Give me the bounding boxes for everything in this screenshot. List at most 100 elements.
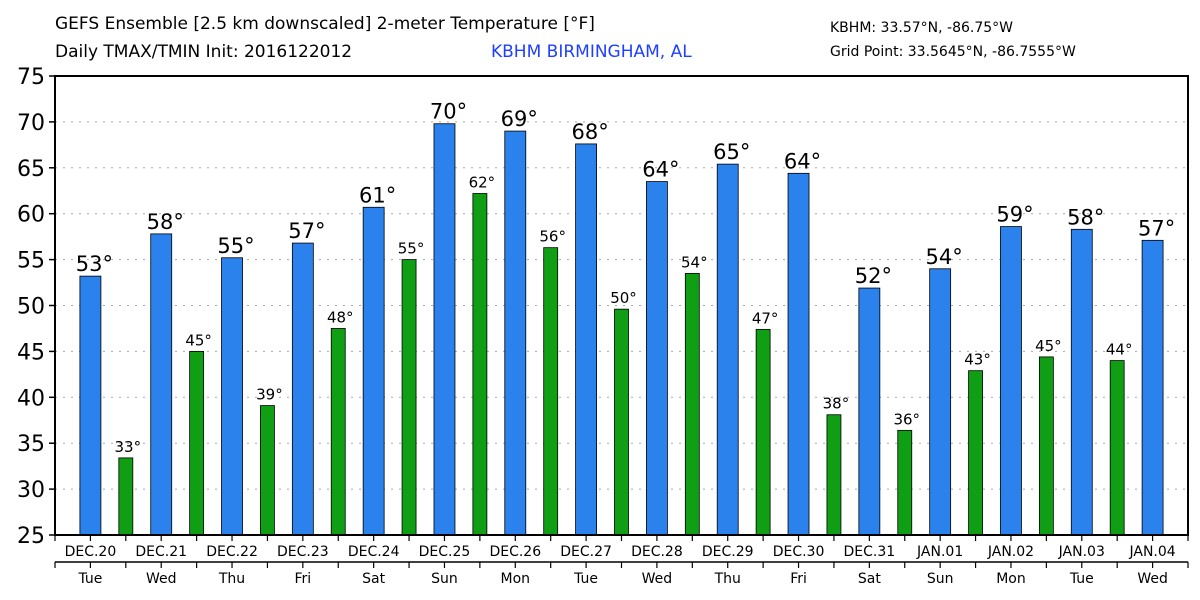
- x-weekday-label: Fri: [790, 571, 807, 587]
- tmax-label: 61°: [359, 183, 396, 207]
- tmax-label: 58°: [1067, 205, 1104, 229]
- tmin-label: 47°: [752, 309, 779, 327]
- tmax-label: 58°: [147, 210, 184, 234]
- tmax-label: 52°: [855, 264, 892, 288]
- tmax-bar: [1000, 226, 1022, 536]
- y-tick-label: 40: [17, 386, 45, 411]
- y-tick-label: 45: [17, 340, 45, 365]
- x-weekday-label: Sat: [362, 571, 385, 587]
- tmin-bar: [260, 405, 275, 536]
- tmin-bar: [1109, 360, 1125, 536]
- tmax-label: 65°: [713, 140, 750, 164]
- tmin-label: 56°: [539, 228, 566, 246]
- tmin-label: 43°: [964, 351, 991, 369]
- tmin-bar: [189, 350, 205, 536]
- tmax-bar: [79, 275, 102, 536]
- x-date-label: DEC.23: [277, 544, 329, 560]
- tmax-label: 64°: [784, 149, 821, 173]
- chart-title: GEFS Ensemble [2.5 km downscaled] 2-mete…: [55, 14, 595, 34]
- chart-subtitle: Daily TMAX/TMIN Init: 2016122012: [55, 42, 353, 62]
- tmin-bar: [826, 414, 842, 536]
- tmin-label: 55°: [398, 240, 425, 258]
- x-weekday-label: Mon: [501, 571, 531, 587]
- y-tick-label: 50: [17, 295, 45, 320]
- grid-point: Grid Point: 33.5645°N, -86.7555°W: [830, 44, 1076, 60]
- tmin-bar: [614, 308, 629, 536]
- y-tick-label: 65: [17, 157, 45, 182]
- tmax-label: 54°: [926, 245, 963, 269]
- x-date-label: JAN.04: [1128, 544, 1175, 560]
- tmin-label: 54°: [681, 253, 708, 271]
- tmax-bar: [787, 172, 810, 536]
- tmax-label: 68°: [571, 120, 608, 144]
- x-weekday-label: Wed: [642, 571, 673, 587]
- x-date-label: DEC.27: [560, 544, 612, 560]
- tmin-bar: [897, 429, 913, 536]
- tmax-label: 70°: [430, 100, 467, 124]
- tmax-bar: [716, 163, 739, 536]
- tmax-label: 69°: [501, 107, 538, 131]
- tmin-bar: [330, 328, 346, 536]
- tmin-label: 62°: [469, 174, 496, 192]
- x-date-label: DEC.29: [702, 544, 754, 560]
- x-date-label: JAN.02: [987, 544, 1034, 560]
- x-weekday-label: Tue: [77, 571, 102, 587]
- tmin-label: 45°: [1035, 337, 1062, 355]
- y-tick-label: 35: [17, 432, 45, 457]
- tmax-label: 64°: [642, 158, 679, 182]
- station-coords: KBHM: 33.57°N, -86.75°W: [830, 20, 1013, 36]
- y-tick-label: 55: [17, 249, 45, 274]
- tmax-bar: [362, 206, 385, 536]
- x-weekday-label: Wed: [146, 571, 177, 587]
- x-date-label: DEC.28: [631, 544, 683, 560]
- x-date-label: DEC.24: [348, 544, 400, 560]
- tmax-label: 55°: [217, 234, 254, 258]
- tmax-label: 59°: [996, 203, 1033, 227]
- tmin-label: 33°: [115, 438, 142, 456]
- tmin-bar: [755, 328, 771, 536]
- x-date-label: DEC.26: [489, 544, 541, 560]
- x-weekday-label: Tue: [1069, 571, 1094, 587]
- tmin-label: 50°: [610, 289, 637, 307]
- x-date-label: DEC.30: [773, 544, 825, 560]
- tmin-bar: [118, 457, 134, 536]
- tmax-label: 57°: [1138, 216, 1175, 240]
- tmax-label: 57°: [288, 219, 325, 243]
- x-weekday-label: Sun: [927, 571, 954, 587]
- tmax-bar: [575, 143, 597, 536]
- tmin-label: 38°: [823, 395, 850, 413]
- tmax-bar: [433, 123, 456, 536]
- tmin-bar: [1038, 356, 1054, 536]
- tmax-label: 53°: [76, 252, 113, 276]
- x-weekday-label: Tue: [573, 571, 598, 587]
- tmax-bar: [646, 181, 668, 536]
- tmin-label: 45°: [185, 331, 212, 349]
- tmax-bar: [291, 242, 314, 536]
- x-weekday-label: Wed: [1137, 571, 1168, 587]
- tmax-bar: [221, 257, 243, 536]
- x-date-label: DEC.25: [419, 544, 471, 560]
- x-date-label: JAN.01: [916, 544, 963, 560]
- tmin-label: 39°: [256, 386, 283, 404]
- tmax-bar: [150, 233, 173, 536]
- x-weekday-label: Mon: [996, 571, 1026, 587]
- station-name: KBHM BIRMINGHAM, AL: [491, 42, 692, 62]
- tmin-bar: [543, 247, 559, 536]
- x-weekday-label: Thu: [714, 571, 741, 587]
- y-tick-label: 75: [17, 65, 45, 90]
- tmin-label: 44°: [1106, 341, 1133, 359]
- tmax-bar: [1141, 239, 1164, 536]
- tmax-bar: [1070, 228, 1093, 536]
- y-tick-label: 70: [17, 111, 45, 136]
- tmin-bar: [472, 193, 488, 536]
- x-weekday-label: Fri: [295, 571, 312, 587]
- tmin-label: 36°: [893, 410, 920, 428]
- x-weekday-label: Thu: [218, 571, 245, 587]
- tmax-bar: [858, 287, 881, 536]
- x-date-label: DEC.31: [844, 544, 896, 560]
- tmin-bar: [684, 272, 700, 536]
- tmax-bar: [504, 130, 527, 536]
- y-tick-label: 30: [17, 478, 45, 503]
- x-date-label: JAN.03: [1058, 544, 1105, 560]
- x-weekday-label: Sun: [431, 571, 458, 587]
